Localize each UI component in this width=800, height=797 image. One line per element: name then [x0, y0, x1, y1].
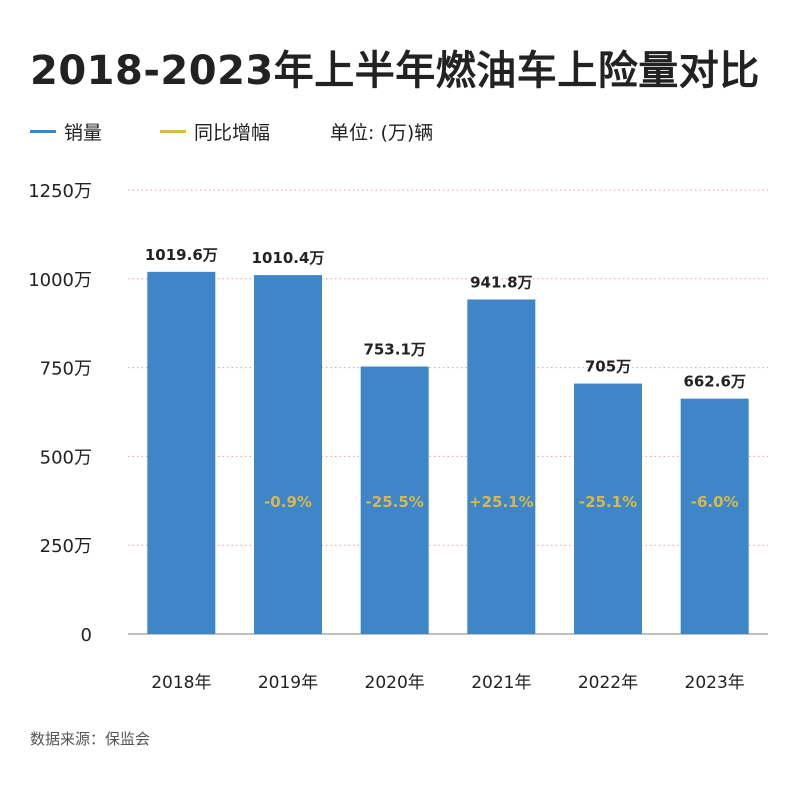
bar	[680, 398, 749, 634]
unit-label: 单位: (万)辆	[330, 122, 434, 144]
legend-swatch-sales	[30, 130, 56, 133]
bar-chart: 0 250万 500万 750万 1000万 1250万 1019.6万 2018年 1010.…	[28, 181, 768, 693]
growth-label: +25.1%	[469, 493, 534, 511]
growth-label: -25.1%	[579, 493, 637, 511]
y-tick-label: 750万	[40, 359, 92, 380]
legend-item-sales: 销量	[30, 118, 102, 145]
growth-label: -25.5%	[366, 493, 424, 511]
bar	[467, 299, 536, 634]
legend-label-sales: 销量	[64, 122, 103, 144]
bar	[360, 366, 429, 634]
bar-value-label: 1019.6万	[145, 246, 218, 264]
bar-value-label: 1010.4万	[252, 249, 325, 267]
data-source: 数据来源：保监会	[30, 730, 151, 748]
bar-value-label: 753.1万	[363, 340, 425, 358]
growth-label: -0.9%	[264, 493, 312, 511]
bar	[147, 271, 216, 634]
chart-title: 2018-2023年上半年燃油车上险量对比	[30, 48, 760, 94]
y-tick-label: 0	[81, 625, 92, 646]
x-tick-label: 2023年	[685, 673, 745, 693]
bar-value-label: 941.8万	[470, 273, 532, 291]
legend-swatch-growth	[160, 130, 186, 133]
bar	[254, 275, 322, 634]
x-tick-label: 2022年	[578, 673, 638, 693]
bar	[574, 383, 642, 634]
y-tick-label: 500万	[40, 447, 92, 468]
legend-label-growth: 同比增幅	[194, 122, 271, 144]
bar-value-label: 705万	[585, 358, 631, 376]
bar-value-label: 662.6万	[683, 373, 745, 391]
y-tick-label: 250万	[40, 536, 92, 557]
y-tick-label: 1000万	[28, 270, 92, 291]
x-tick-label: 2018年	[151, 673, 211, 693]
y-tick-label: 1250万	[28, 181, 92, 202]
x-tick-label: 2019年	[258, 673, 318, 693]
legend-item-growth: 同比增幅	[160, 118, 270, 145]
x-tick-label: 2021年	[471, 673, 531, 693]
x-tick-label: 2020年	[365, 673, 425, 693]
growth-label: -6.0%	[691, 493, 739, 511]
